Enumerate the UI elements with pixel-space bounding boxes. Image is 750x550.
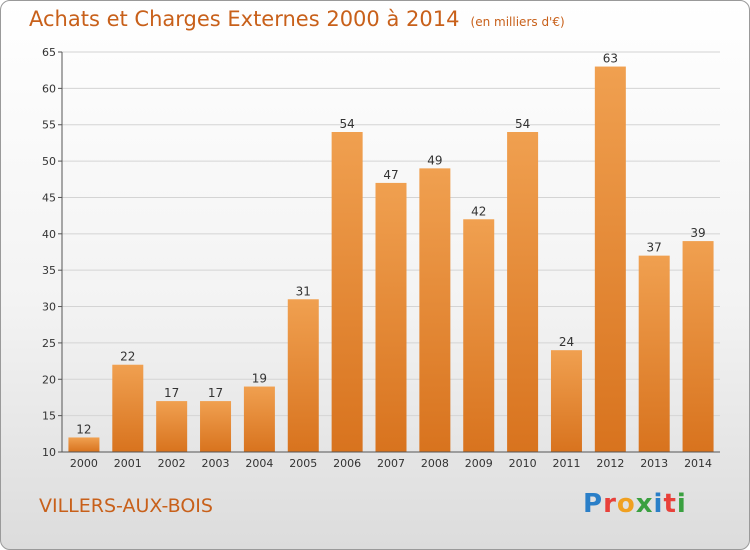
x-tick-label: 2001 <box>114 457 142 470</box>
logo-letter: P <box>583 489 604 519</box>
y-axis: 10 15 20 25 30 35 40 45 50 55 60 65 <box>42 46 63 459</box>
bar <box>550 350 582 452</box>
y-tick-label: 65 <box>42 46 56 59</box>
commune-name: VILLERS-AUX-BOIS <box>39 495 213 517</box>
logo-letter: x <box>635 489 654 519</box>
bar <box>594 66 626 452</box>
chart-title: Achats et Charges Externes 2000 à 2014 <box>29 7 460 31</box>
x-tick-label: 2007 <box>377 457 405 470</box>
y-tick-label: 55 <box>42 119 56 132</box>
bars: 12 22 17 17 19 31 54 47 49 42 54 24 63 37 39 <box>68 52 714 452</box>
bar-value-label: 54 <box>339 117 354 131</box>
x-axis: 2000 2001 2002 2003 2004 2005 2006 2007 2008 2009… <box>62 451 720 470</box>
bar-value-label: 12 <box>76 422 91 436</box>
logo-letter: i <box>676 489 687 519</box>
chart-subtitle: (en milliers d'€) <box>470 15 565 29</box>
y-tick-label: 30 <box>42 301 56 314</box>
x-tick-label: 2008 <box>421 457 449 470</box>
x-tick-label: 2005 <box>289 457 317 470</box>
bar <box>638 255 670 452</box>
x-tick-label: 2000 <box>70 457 98 470</box>
bar-value-label: 31 <box>296 284 311 298</box>
logo-letter: o <box>616 489 636 519</box>
bar-value-label: 63 <box>603 52 618 66</box>
x-tick-label: 2002 <box>158 457 186 470</box>
bar-value-label: 19 <box>252 372 267 386</box>
x-tick-label: 2009 <box>465 457 493 470</box>
x-tick-label: 2014 <box>684 457 712 470</box>
y-tick-label: 20 <box>42 373 56 386</box>
logo-letter: i <box>653 489 664 519</box>
bar <box>156 401 188 452</box>
bar <box>331 132 363 452</box>
x-tick-label: 2003 <box>202 457 230 470</box>
bar-value-label: 24 <box>559 335 574 349</box>
y-tick-label: 10 <box>42 446 56 459</box>
proxiti-logo: Proxiti <box>583 489 687 519</box>
bar-value-label: 54 <box>515 117 530 131</box>
bar <box>463 219 495 452</box>
bar-value-label: 22 <box>120 350 135 364</box>
bar-value-label: 47 <box>383 168 398 182</box>
bar <box>112 364 144 452</box>
x-tick-label: 2013 <box>640 457 668 470</box>
bar <box>68 437 100 452</box>
bar-value-label: 37 <box>647 241 662 255</box>
bar-value-label: 17 <box>208 386 223 400</box>
logo-letter: t <box>663 489 677 519</box>
bar <box>507 132 539 452</box>
bar <box>287 299 319 452</box>
chart-title-block: Achats et Charges Externes 2000 à 2014 (… <box>29 7 565 31</box>
bar-value-label: 17 <box>164 386 179 400</box>
x-tick-label: 2011 <box>552 457 580 470</box>
y-tick-label: 25 <box>42 337 56 350</box>
y-tick-label: 45 <box>42 191 56 204</box>
logo-letter: r <box>603 489 617 519</box>
x-tick-label: 2004 <box>245 457 273 470</box>
x-tick-label: 2006 <box>333 457 361 470</box>
bar <box>419 168 451 452</box>
y-tick-label: 35 <box>42 264 56 277</box>
x-tick-label: 2012 <box>596 457 624 470</box>
x-tick-label: 2010 <box>509 457 537 470</box>
bar <box>682 241 714 452</box>
bar <box>375 182 407 452</box>
y-tick-label: 60 <box>42 82 56 95</box>
y-tick-label: 15 <box>42 410 56 423</box>
bar <box>200 401 232 452</box>
bar-value-label: 39 <box>690 226 705 240</box>
y-tick-label: 50 <box>42 155 56 168</box>
bar-value-label: 49 <box>427 153 442 167</box>
y-tick-label: 40 <box>42 228 56 241</box>
bar <box>243 386 275 452</box>
bar-value-label: 42 <box>471 204 486 218</box>
